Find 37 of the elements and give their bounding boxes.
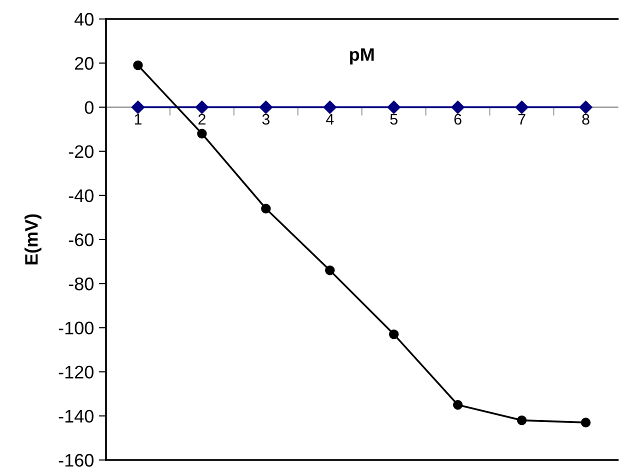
- point: [259, 100, 273, 114]
- y-tick-label: -140: [58, 410, 94, 423]
- point: [197, 128, 207, 139]
- y-tick-label: -60: [68, 233, 94, 246]
- point: [579, 100, 592, 114]
- y-tick-label: -160: [58, 454, 94, 467]
- y-tick-label: 20: [75, 57, 94, 70]
- x-tick-label: 4: [326, 114, 334, 125]
- x-tick-label: 1: [134, 114, 142, 125]
- point: [261, 204, 271, 214]
- point: [516, 415, 527, 426]
- point: [515, 100, 528, 114]
- y-tick-label: -100: [58, 322, 94, 334]
- y-tick-label: -80: [68, 278, 94, 290]
- x-tick-label: 8: [582, 114, 590, 125]
- point: [452, 400, 463, 410]
- point: [323, 100, 336, 114]
- point: [195, 100, 209, 114]
- x-tick-label: 3: [262, 114, 270, 125]
- x-tick-label: 6: [454, 114, 462, 125]
- point: [325, 266, 335, 276]
- point: [451, 100, 464, 114]
- point: [389, 329, 399, 340]
- y-tick-label: -120: [58, 366, 94, 379]
- x-tick-label: 5: [390, 114, 398, 125]
- y-tick-label: -40: [68, 189, 94, 202]
- y-tick-label: -20: [68, 145, 94, 158]
- point: [133, 60, 143, 70]
- y-tick-label: 0: [84, 101, 94, 114]
- x-axis-title: pM: [350, 48, 374, 64]
- x-tick-label: 7: [518, 114, 526, 125]
- x-tick-label: 2: [198, 114, 206, 125]
- point: [131, 100, 145, 114]
- point: [580, 418, 591, 428]
- y-tick-label: 40: [74, 12, 94, 26]
- y-axis-title: E(mV): [24, 214, 42, 264]
- point: [387, 100, 400, 114]
